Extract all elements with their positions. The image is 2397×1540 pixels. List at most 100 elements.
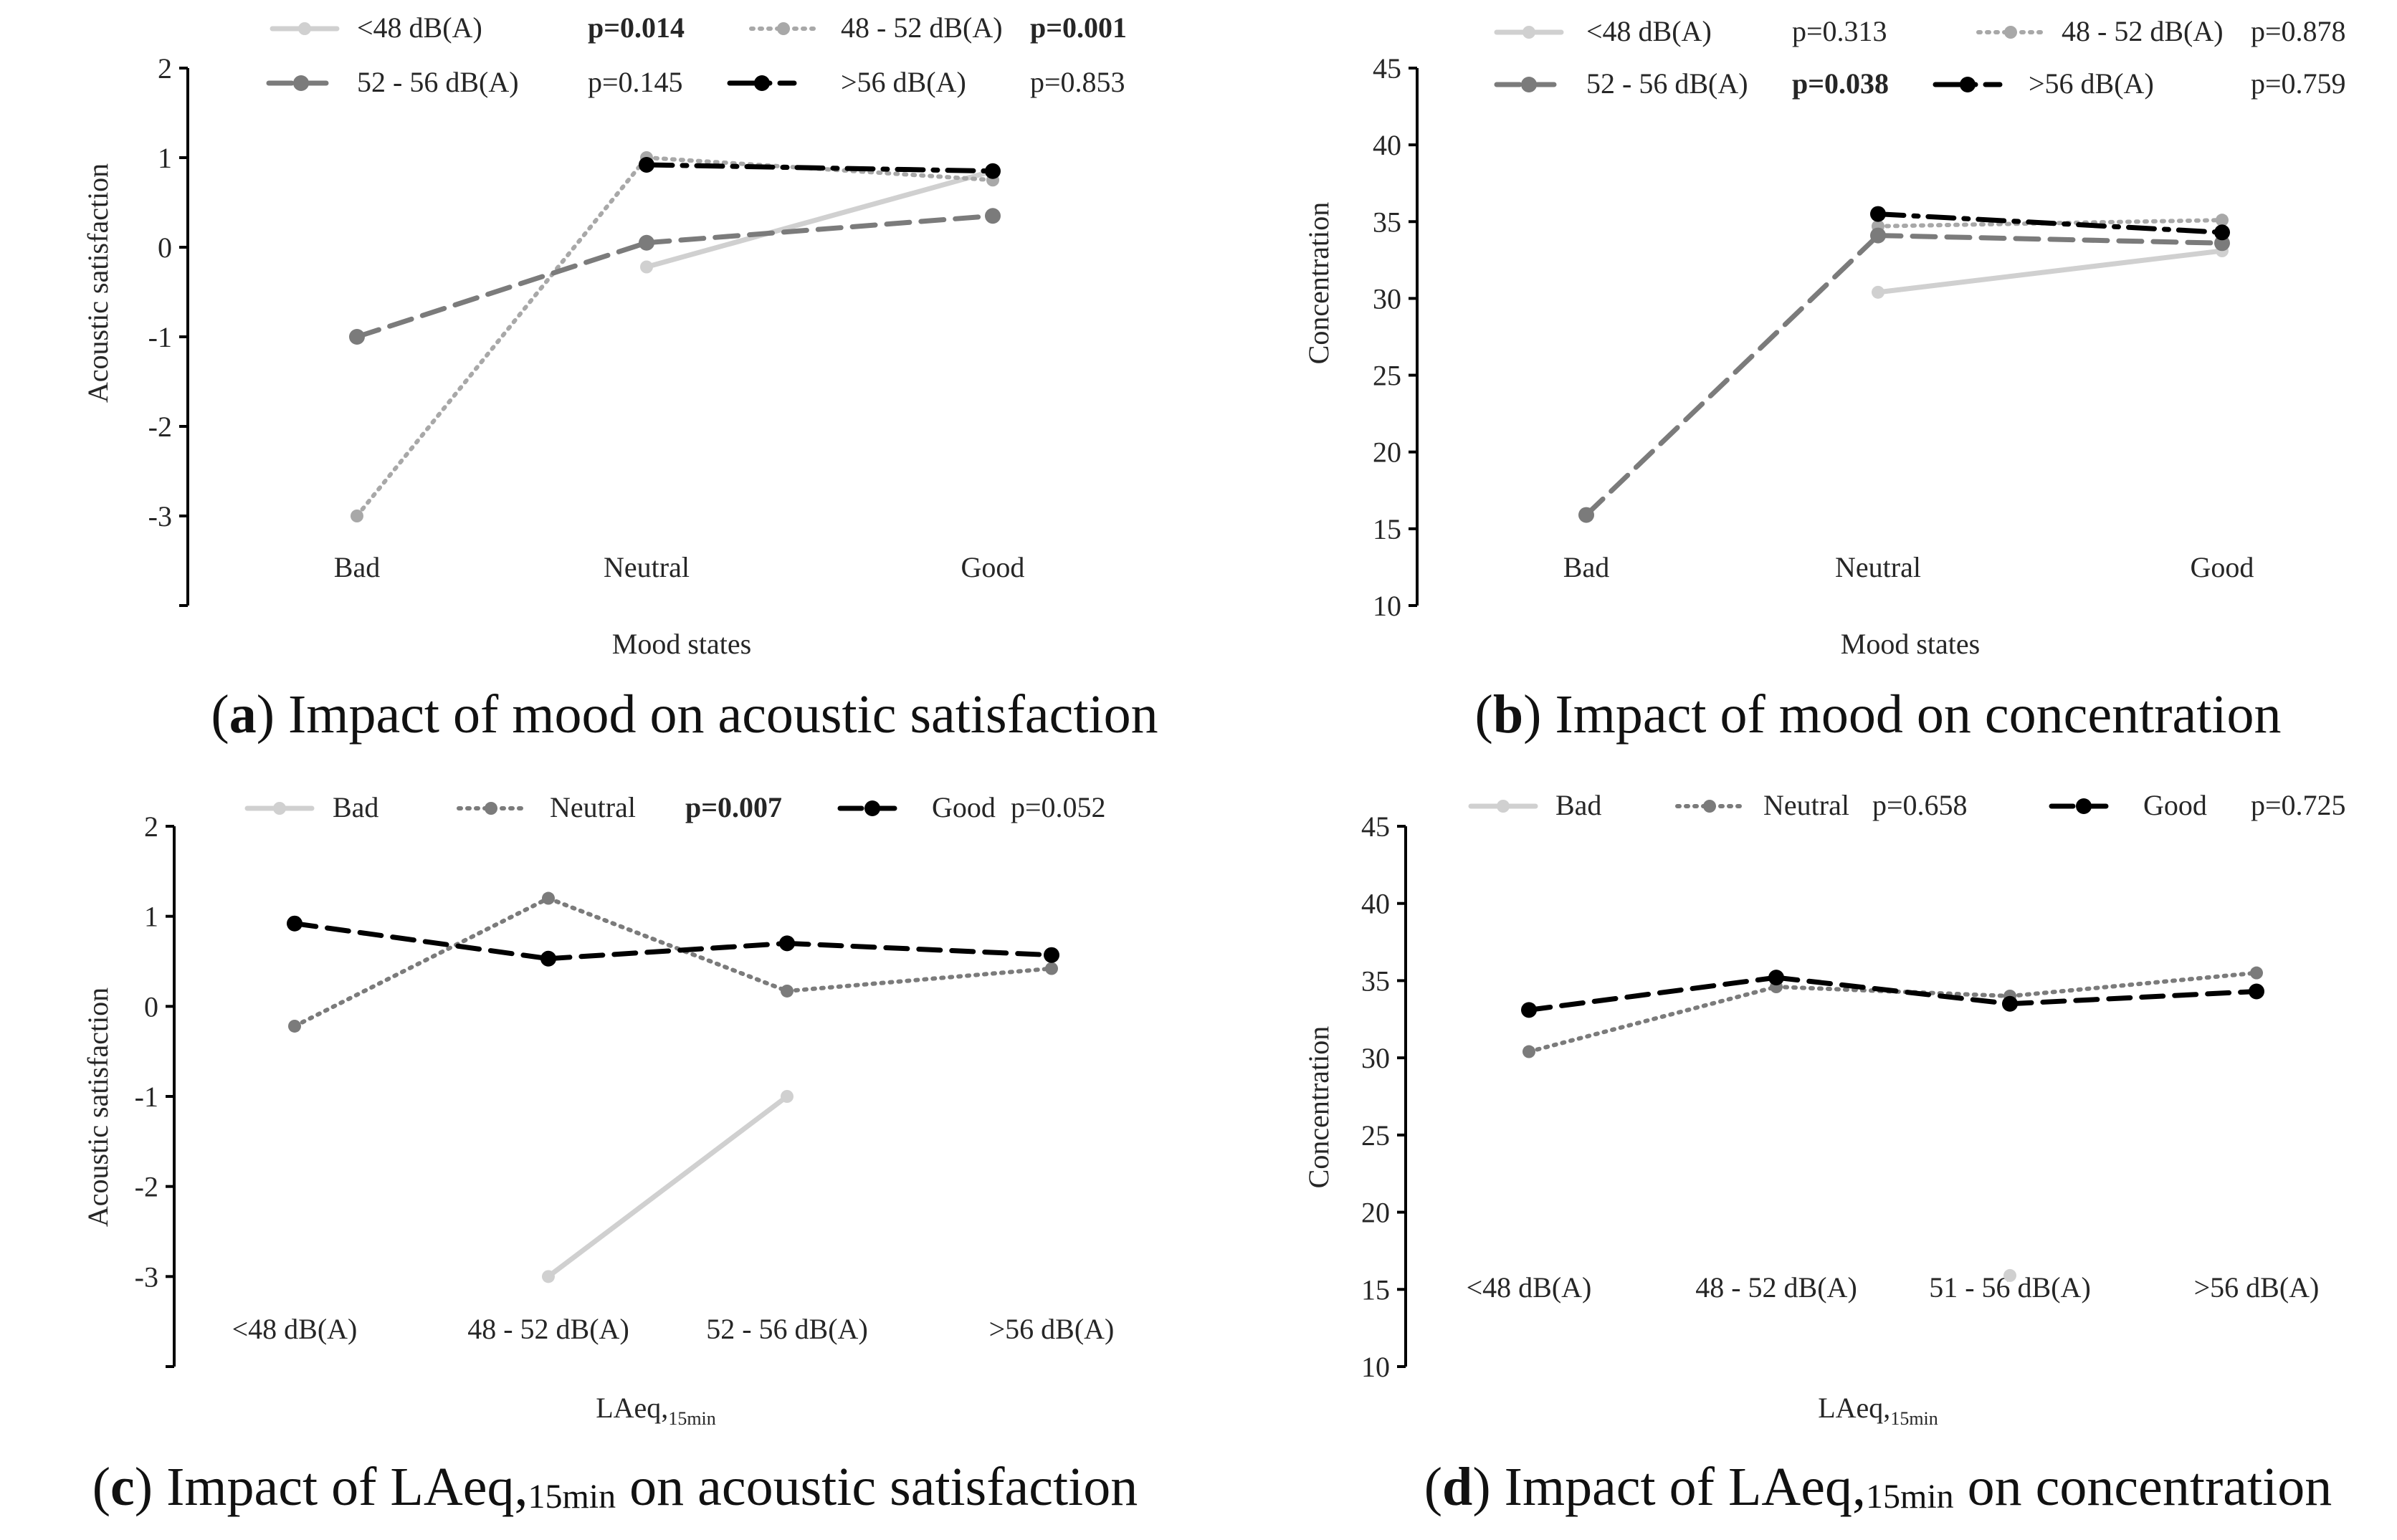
series-52-56-db-a-	[349, 208, 1001, 345]
caption-text-after: on concentration	[1954, 1457, 2332, 1517]
legend-label: >56 dB(A)	[2029, 67, 2154, 100]
series-line-segment	[354, 240, 649, 340]
data-point	[639, 157, 654, 173]
data-point	[1044, 947, 1059, 963]
caption-paren-close: )	[135, 1457, 166, 1517]
caption-subscript: 15min	[1866, 1478, 1954, 1516]
data-point	[781, 984, 794, 998]
y-tick-label: -1	[148, 321, 172, 353]
series-bad	[542, 1090, 794, 1283]
series-line-segment	[2007, 989, 2259, 1007]
x-category-label: <48 dB(A)	[232, 1313, 358, 1345]
data-point	[1522, 1045, 1535, 1058]
caption-paren-open: (	[92, 1457, 110, 1517]
legend-p-value: p=0.658	[1872, 789, 1968, 821]
panel-caption-d: (d) Impact of LAeq,15min on concentratio…	[1424, 1457, 2332, 1517]
y-tick-label: 2	[144, 810, 158, 843]
legend-marker	[273, 802, 286, 815]
panel-caption-b: (b) Impact of mood on concentration	[1475, 684, 2282, 745]
data-point	[1521, 1002, 1537, 1018]
legend-marker	[1960, 77, 1976, 92]
caption-letter: d	[1442, 1457, 1472, 1517]
x-axis-label: Mood states	[1841, 628, 1980, 660]
x-axis-label-main: LAeq,	[1818, 1392, 1890, 1424]
x-category-label: >56 dB(A)	[2194, 1271, 2320, 1304]
data-point	[1870, 206, 1886, 222]
series-line-segment	[1875, 248, 2225, 295]
y-tick-label: 15	[1373, 513, 1401, 545]
data-point	[779, 935, 795, 952]
x-axis-label-sub: 15min	[1890, 1408, 1938, 1429]
caption-letter: b	[1493, 684, 1523, 745]
y-tick-label: 30	[1361, 1042, 1390, 1074]
caption-text-before: Impact of LAeq,	[1505, 1457, 1866, 1517]
legend-marker	[293, 75, 309, 91]
caption-letter: c	[110, 1457, 135, 1517]
series-neutral	[1522, 966, 2263, 1058]
y-axis-label: Acoustic satisfaction	[82, 987, 114, 1227]
y-tick-label: 15	[1361, 1273, 1390, 1306]
x-axis-label: Mood states	[612, 628, 751, 660]
data-point	[640, 260, 653, 274]
data-point	[2002, 995, 2018, 1012]
data-point	[1872, 285, 1884, 299]
series-48-52-db-a-	[351, 151, 999, 522]
data-point	[349, 329, 365, 345]
legend-label: 52 - 56 dB(A)	[1586, 67, 1748, 100]
caption-letter: a	[229, 684, 257, 745]
series-line-segment	[644, 213, 996, 246]
legend-marker	[1521, 77, 1537, 92]
y-tick-label: 25	[1373, 360, 1401, 392]
legend-label: 48 - 52 dB(A)	[2062, 15, 2224, 47]
y-tick-label: 10	[1373, 590, 1401, 622]
y-tick-label: 40	[1373, 129, 1401, 161]
legend-p-value: p=0.853	[1030, 66, 1125, 98]
series-line-segment	[785, 966, 1054, 993]
data-point	[1870, 227, 1886, 244]
y-tick-label: -1	[135, 1081, 158, 1113]
x-category-label: Neutral	[1835, 551, 1921, 583]
data-point	[540, 950, 556, 967]
series-line-segment	[1527, 985, 1778, 1054]
legend-p-value: p=0.038	[1792, 67, 1889, 100]
y-tick-label: -2	[148, 411, 172, 443]
y-tick-label: -3	[135, 1261, 158, 1293]
legend-p-value: p=0.313	[1792, 15, 1887, 47]
series--48-db-a-	[1872, 244, 2229, 299]
x-category-label: Bad	[1563, 551, 1609, 583]
series-line-segment	[545, 940, 790, 962]
x-category-label: Good	[961, 551, 1025, 583]
data-point	[985, 163, 1001, 179]
chart-panel-a: 2 1 0 -1 -2 -3 Bad Neutral Good Mood states Acoust…	[82, 11, 1127, 660]
caption-paren-close: )	[257, 684, 288, 745]
series-neutral	[288, 891, 1058, 1033]
caption-text: Impact of mood on acoustic satisfaction	[288, 684, 1158, 745]
data-point	[1768, 970, 1784, 986]
panel-caption-c: (c) Impact of LAeq,15min on acoustic sat…	[92, 1457, 1138, 1517]
caption-text: Impact of mood on concentration	[1555, 684, 2281, 745]
x-category-label: 48 - 52 dB(A)	[467, 1313, 629, 1345]
y-tick-label: 2	[158, 52, 172, 85]
legend-p-value: p=0.052	[1011, 791, 1106, 823]
series-line-segment	[546, 896, 789, 993]
series-line-segment	[644, 162, 996, 174]
legend-p-value: p=0.014	[588, 11, 685, 44]
y-axis-label: Acoustic satisfaction	[82, 163, 114, 403]
y-tick-label: 25	[1361, 1119, 1390, 1152]
caption-text-after: on acoustic satisfaction	[616, 1457, 1138, 1517]
legend-marker	[1703, 800, 1716, 813]
y-tick-label: 1	[158, 142, 172, 174]
y-tick-label: -2	[135, 1171, 158, 1203]
y-tick-label: 30	[1373, 282, 1401, 315]
data-point	[781, 1090, 794, 1103]
y-tick-label: 45	[1373, 52, 1401, 85]
legend-p-value: p=0.001	[1030, 11, 1127, 44]
data-point	[351, 510, 363, 522]
legend-p-value: p=0.878	[2251, 15, 2346, 47]
series-line-segment	[1875, 233, 2225, 246]
legend-marker	[864, 800, 880, 816]
series--56-db-a-	[1870, 206, 2230, 241]
legend-label: 48 - 52 dB(A)	[841, 11, 1003, 44]
